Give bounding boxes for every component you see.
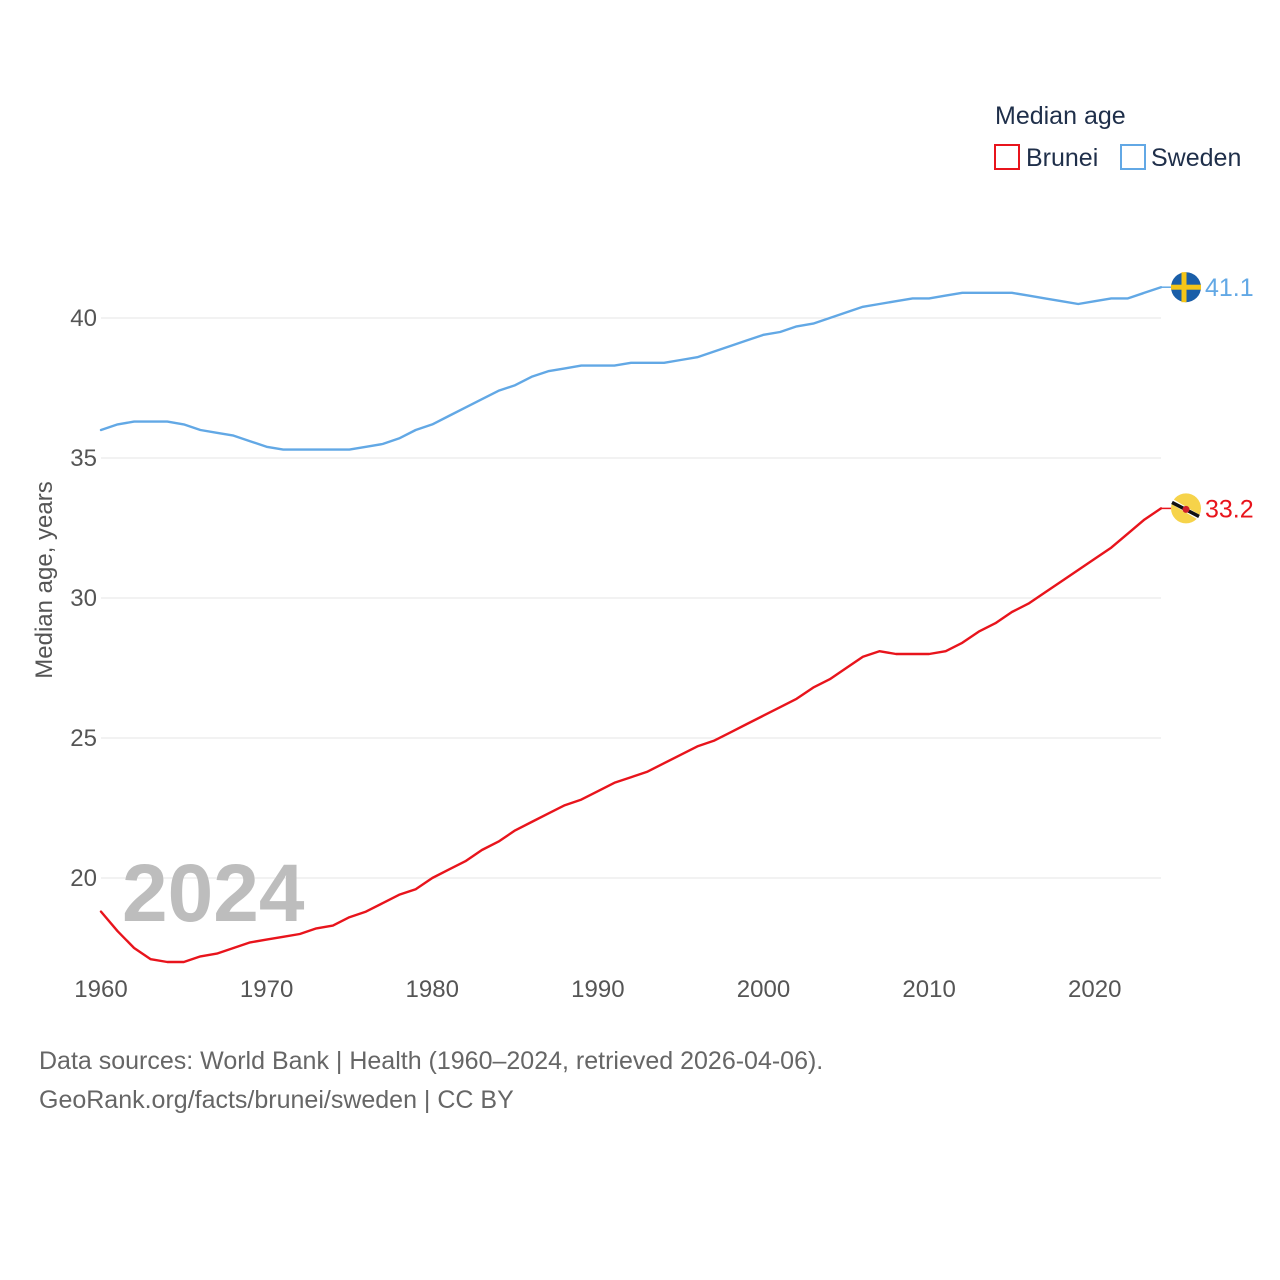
license-url-text: GeoRank.org/facts/brunei/sweden | CC BY — [39, 1086, 514, 1114]
series-layer — [99, 286, 1163, 964]
sweden-flag-icon — [1171, 272, 1201, 303]
x-tick-label-1970: 1970 — [240, 976, 293, 1003]
legend-label-brunei: Brunei — [1026, 144, 1098, 172]
legend-item-sweden[interactable]: Sweden — [1120, 144, 1241, 172]
series-line-brunei[interactable] — [99, 507, 1163, 964]
x-tick-label-1960: 1960 — [74, 976, 127, 1003]
y-tick-label-25: 25 — [70, 725, 97, 752]
y-tick-label-20: 20 — [70, 865, 97, 892]
legend-swatch-brunei — [994, 144, 1020, 170]
year-watermark: 2024 — [122, 848, 305, 939]
end-value-label-brunei: 33.2 — [1205, 495, 1254, 523]
y-tick-label-35: 35 — [70, 445, 97, 472]
x-tick-label-1990: 1990 — [571, 976, 624, 1003]
x-tick-label-2010: 2010 — [902, 976, 955, 1003]
series-line-sweden[interactable] — [99, 286, 1163, 451]
legend-title: Median age — [995, 102, 1126, 130]
legend: Median age Brunei Sweden — [994, 102, 1241, 172]
y-tick-label-40: 40 — [70, 305, 97, 332]
legend-swatch-sweden — [1120, 144, 1146, 170]
x-tick-label-2000: 2000 — [737, 976, 790, 1003]
x-axis-ticks: 1960 1970 1980 1990 2000 2010 2020 — [74, 976, 1121, 1003]
x-tick-label-2020: 2020 — [1068, 976, 1121, 1003]
end-value-label-sweden: 41.1 — [1205, 274, 1254, 302]
source-text: Data sources: World Bank | Health (1960–… — [39, 1047, 823, 1075]
end-markers: 33.2 41.1 — [1161, 272, 1254, 524]
grid-layer — [101, 317, 1161, 879]
legend-label-sweden: Sweden — [1151, 144, 1241, 172]
y-axis-title: Median age, years — [31, 481, 58, 678]
x-tick-label-1980: 1980 — [406, 976, 459, 1003]
y-tick-label-30: 30 — [70, 585, 97, 612]
brunei-flag-icon — [1170, 493, 1201, 524]
y-axis-ticks: 20 25 30 35 40 — [70, 305, 97, 892]
legend-item-brunei[interactable]: Brunei — [994, 144, 1098, 172]
